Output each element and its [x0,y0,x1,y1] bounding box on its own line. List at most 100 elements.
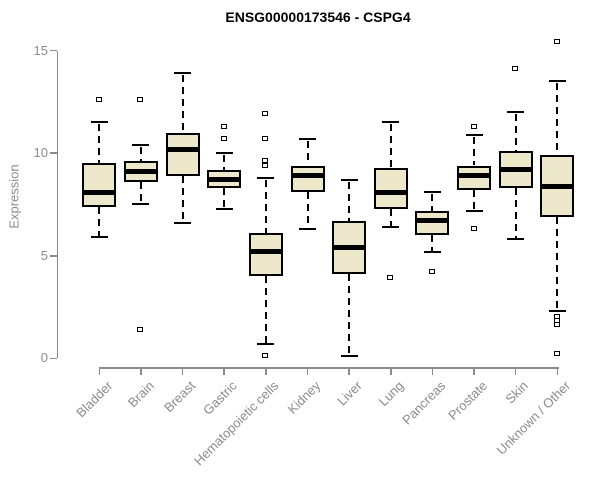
whisker-upper [473,136,476,166]
whisker-cap-upper [257,176,275,179]
whisker-cap-lower [507,238,525,241]
whisker-upper [223,155,226,170]
outlier-point [220,135,227,141]
outlier-point [428,269,435,275]
outlier-point [95,96,102,102]
y-axis-tick [49,357,57,360]
outlier-point [553,322,560,328]
x-tick-label: Unknown / Other [493,378,573,458]
outlier-point [512,66,519,72]
box [165,132,200,176]
x-axis-tick [223,368,225,375]
chart-title: ENSG00000173546 - CSPG4 [225,9,411,25]
median-line [248,249,283,255]
y-axis-tick [49,49,57,52]
box [248,233,283,277]
whisker-cap-upper [174,72,192,75]
x-tick-label: Prostate [444,378,490,423]
x-tick-label: Pancreas [398,378,449,428]
whisker-lower [348,274,351,356]
y-tick-label: 5 [40,247,48,263]
outlier-point [220,123,227,129]
y-tick-label: 10 [33,145,48,161]
x-tick-label: Lung [375,378,407,410]
x-tick-label: Breast [161,378,199,416]
whisker-upper [389,124,392,168]
whisker-cap-lower [174,221,192,224]
median-line [540,183,575,189]
y-axis-tick [49,255,57,257]
median-line [82,189,117,195]
whisker-cap-lower [215,207,233,210]
median-line [207,177,242,183]
whisker-cap-lower [548,310,566,313]
whisker-lower [556,216,559,311]
median-line [415,218,450,224]
x-tick-label: Bladder [72,378,115,421]
whisker-cap-lower [465,209,483,212]
x-axis-tick [306,368,309,375]
whisker-lower [98,206,101,237]
x-axis-tick [514,368,517,375]
whisker-cap-upper [548,80,566,83]
x-tick-label: Brain [124,378,157,411]
y-tick-label: 0 [40,350,48,366]
whisker-upper [139,146,142,162]
whisker-lower [181,175,184,222]
whisker-cap-upper [465,133,483,136]
whisker-lower [389,208,392,227]
outlier-point [553,351,560,357]
whisker-cap-lower [423,250,441,253]
whisker-upper [514,114,517,152]
whisker-lower [264,276,267,343]
outlier-point [137,326,144,332]
whisker-cap-upper [423,191,441,194]
whisker-cap-lower [90,236,108,239]
whisker-upper [181,75,184,133]
x-axis-line [99,367,559,369]
outlier-point [262,353,269,359]
outlier-point [387,275,394,281]
x-axis-tick [390,368,392,375]
whisker-upper [98,124,101,164]
whisker-upper [556,83,559,156]
box [373,167,408,209]
whisker-cap-lower [257,342,275,345]
median-line [123,169,158,175]
median-line [290,173,325,179]
y-axis-label: Expression [6,164,22,229]
outlier-point [470,123,477,129]
median-line [332,245,367,251]
box [290,165,325,193]
y-tick-label: 15 [33,42,48,58]
whisker-cap-lower [299,228,316,231]
whisker-cap-lower [340,355,358,358]
y-axis-line [56,50,58,359]
whisker-cap-upper [507,111,525,114]
x-axis-tick [140,368,142,375]
x-tick-label: Liver [334,378,365,409]
whisker-cap-lower [382,226,400,229]
x-axis-tick [431,368,434,375]
x-axis-tick [98,368,101,375]
x-tick-label: Kidney [284,378,324,417]
y-axis-tick [49,152,57,154]
whisker-upper [431,194,434,211]
whisker-cap-upper [382,121,400,124]
whisker-cap-upper [90,121,108,124]
whisker-upper [306,140,309,166]
whisker-upper [264,179,267,234]
whisker-upper [348,181,351,221]
whisker-lower [514,188,517,239]
whisker-cap-upper [340,178,358,181]
x-axis-tick [556,368,559,375]
x-axis-tick [265,368,267,375]
whisker-lower [306,192,309,229]
outlier-point [553,39,560,45]
whisker-cap-upper [299,137,316,140]
whisker-cap-lower [132,203,150,206]
outlier-point [262,162,269,168]
x-axis-tick [473,368,475,375]
outlier-point [470,226,477,232]
